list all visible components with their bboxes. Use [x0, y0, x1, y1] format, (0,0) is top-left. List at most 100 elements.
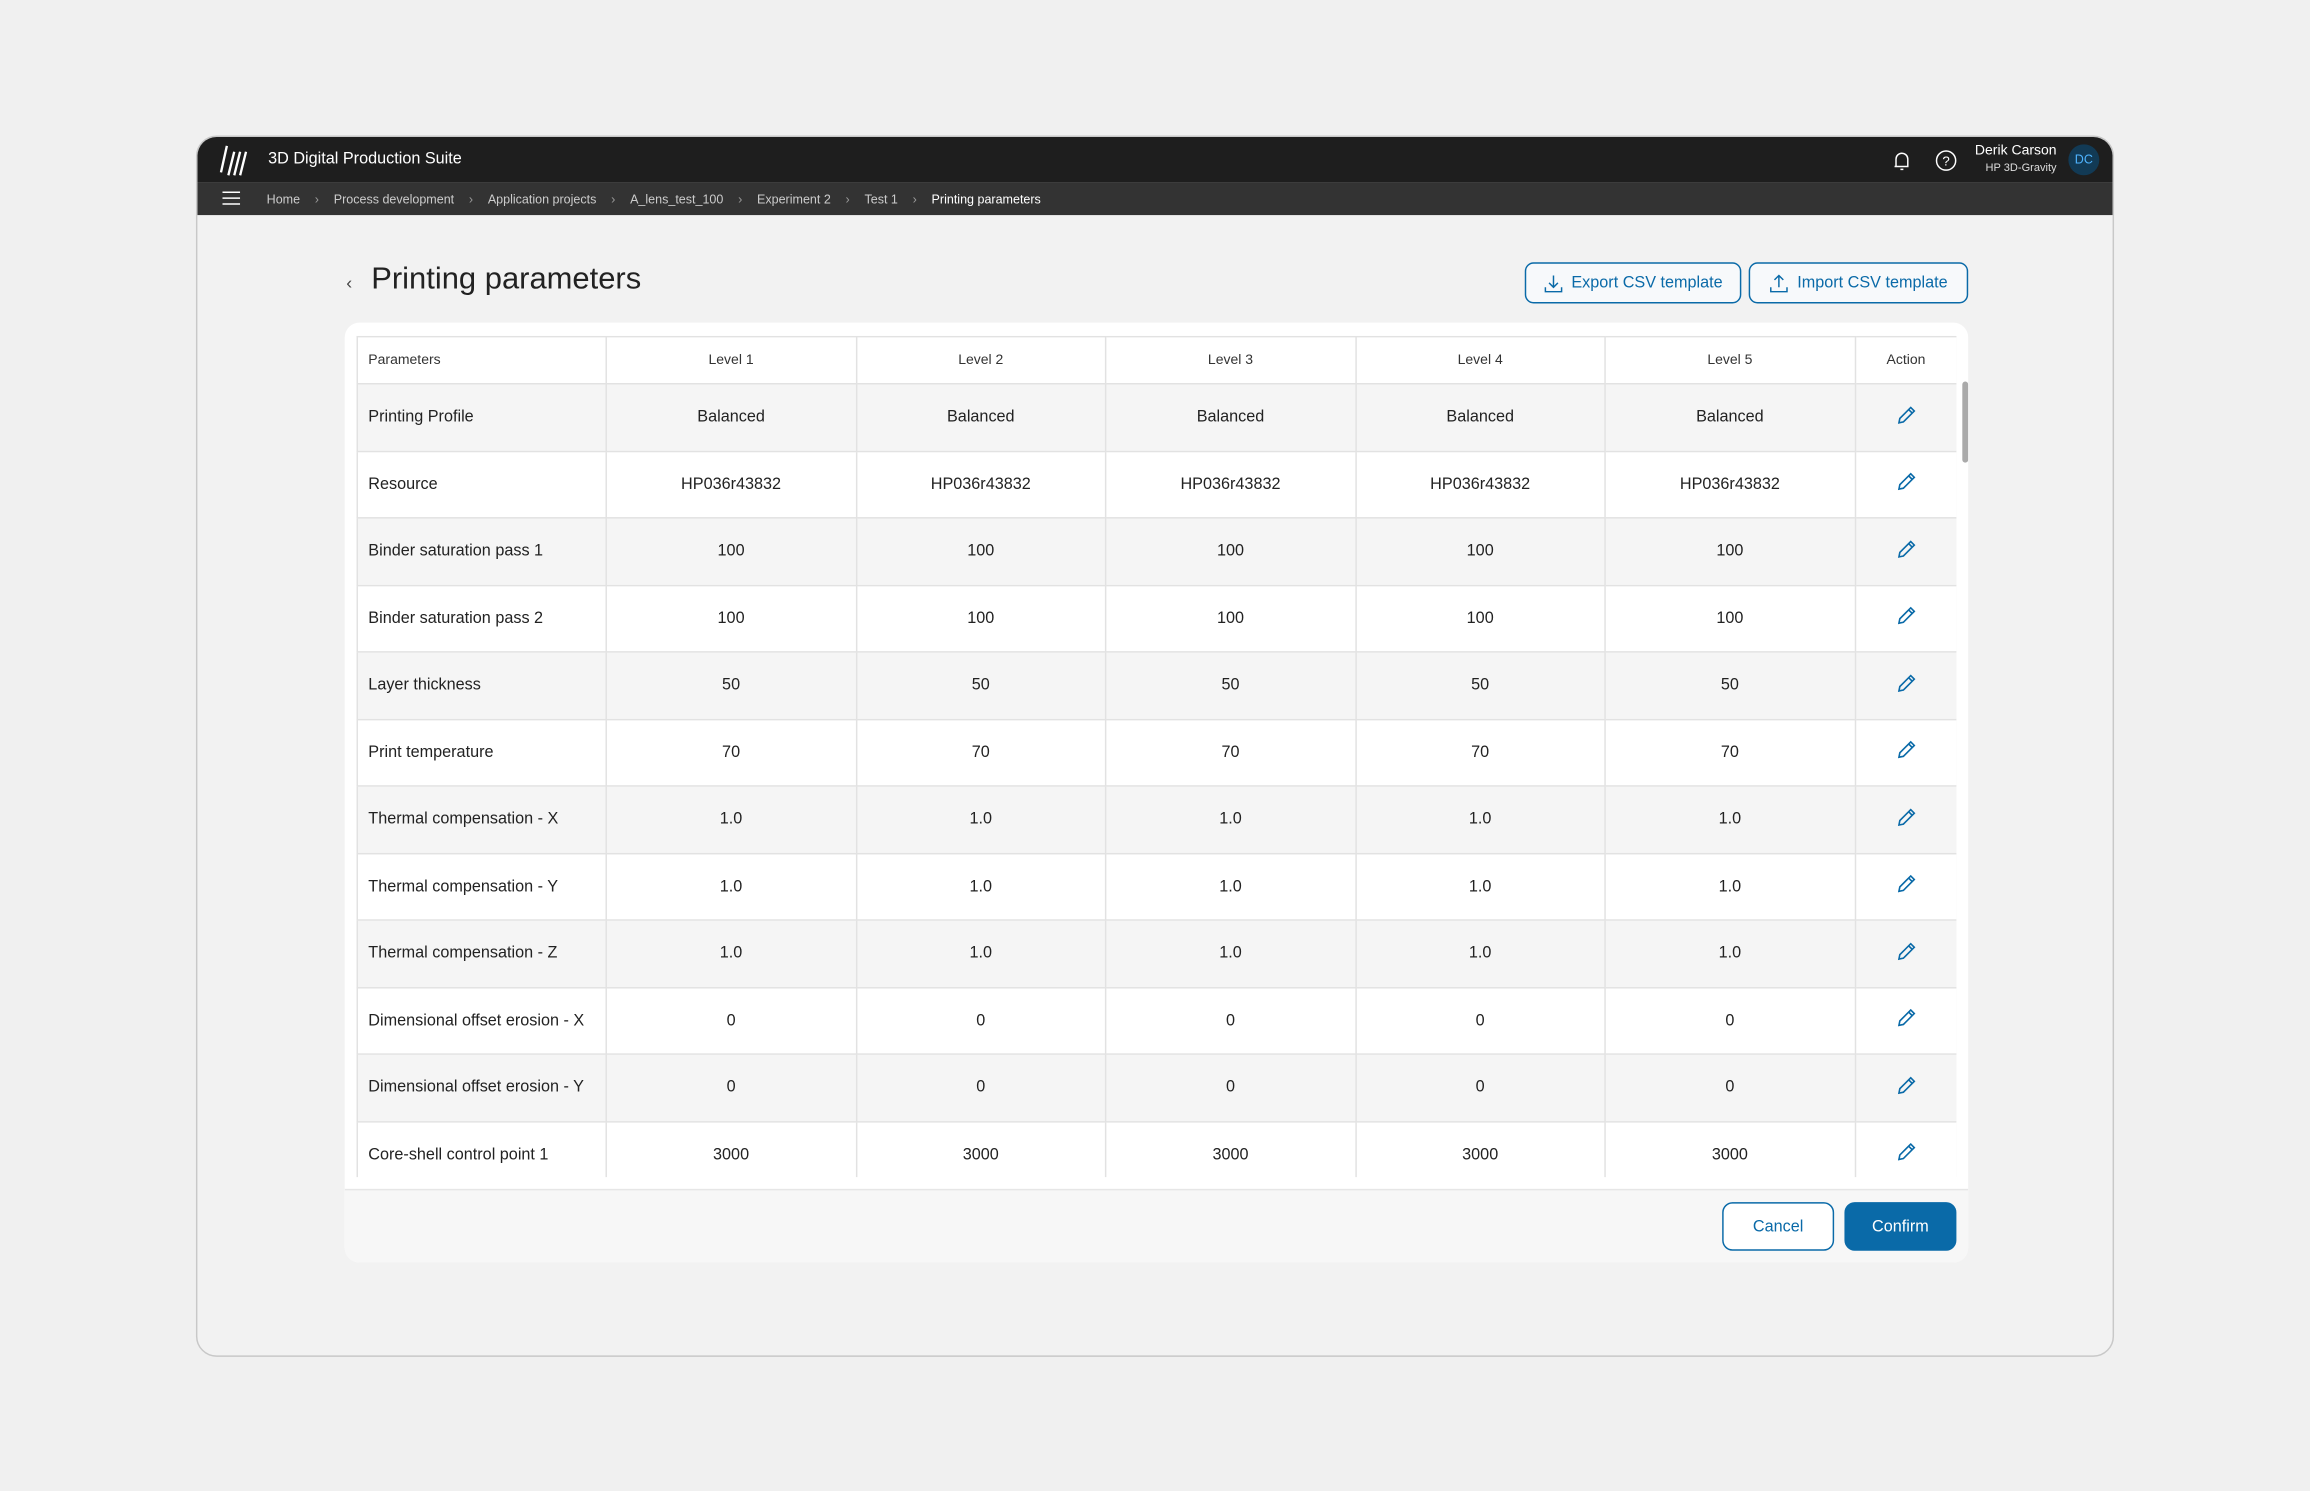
export-button[interactable]: Export CSV template [1524, 262, 1742, 304]
column-header: Level 4 [1354, 335, 1606, 385]
edit-button[interactable] [1896, 1143, 1917, 1167]
edit-button[interactable] [1896, 473, 1917, 497]
table-row: Thermal compensation - X 1.0 1.0 1.0 1.0 1.0 [356, 785, 1957, 854]
table-row: Thermal compensation - Y 1.0 1.0 1.0 1.0 1.0 [356, 852, 1957, 921]
breadcrumb-separator: › [845, 191, 850, 207]
breadcrumb[interactable]: Process development [333, 191, 455, 207]
table-body: Printing Profile Balanced Balanced Balanced… [356, 383, 1957, 1178]
breadcrumb-bar: Home › Process development › Application pro… [197, 182, 2113, 216]
cell-value: Balanced [855, 383, 1107, 452]
action-cell [1854, 718, 1957, 787]
table-row: Core-shell control point 1 3000 3000 3000 30… [356, 1120, 1957, 1178]
cell-value: 100 [855, 584, 1107, 653]
cell-value: 3000 [1104, 1120, 1357, 1178]
cell-value: HP036r43832 [855, 450, 1107, 519]
action-cell [1854, 919, 1957, 988]
cell-value: 100 [1104, 584, 1357, 653]
cell-value: HP036r43832 [1604, 450, 1856, 519]
confirm-button[interactable]: Confirm [1844, 1202, 1957, 1251]
cell-value: 1.0 [605, 852, 857, 921]
scrollbar[interactable] [1962, 381, 1969, 463]
edit-button[interactable] [1896, 674, 1917, 698]
avatar[interactable]: DC [2068, 144, 2100, 176]
cancel-button[interactable]: Cancel [1722, 1202, 1835, 1251]
breadcrumb[interactable]: Experiment 2 [757, 191, 831, 207]
user-org: HP 3D-Gravity [1985, 160, 2057, 174]
edit-button[interactable] [1896, 1009, 1917, 1033]
user-info[interactable]: Derik Carson HP 3D-Gravity [1971, 143, 2057, 174]
cell-value: 100 [855, 517, 1107, 586]
breadcrumb-separator: › [738, 191, 743, 207]
edit-button[interactable] [1896, 808, 1917, 832]
parameter-name: Print temperature [356, 718, 607, 787]
cell-value: 0 [1604, 1053, 1856, 1122]
edit-button[interactable] [1896, 741, 1917, 765]
edit-button[interactable] [1896, 405, 1917, 430]
cell-value: 1.0 [605, 785, 857, 854]
table-row: Binder saturation pass 2 100 100 100 100 100 [356, 584, 1957, 653]
export-label: Export CSV template [1571, 274, 1723, 292]
column-header: Level 2 [855, 335, 1107, 385]
cell-value: Balanced [1354, 383, 1606, 452]
app-title: 3D Digital Production Suite [268, 150, 462, 168]
parameter-name: Resource [356, 450, 607, 519]
action-cell [1854, 450, 1957, 519]
cell-value: 1.0 [1104, 852, 1357, 921]
cell-value: 0 [605, 986, 857, 1055]
svg-text:?: ? [1942, 154, 1949, 169]
breadcrumb[interactable]: Application projects [487, 191, 597, 207]
cell-value: Balanced [1104, 383, 1357, 452]
cell-value: 0 [1104, 986, 1357, 1055]
cell-value: 50 [605, 651, 857, 720]
action-cell [1854, 651, 1957, 720]
header-icons[interactable]: ? [1889, 147, 1963, 174]
action-cell [1854, 986, 1957, 1055]
cell-value: 0 [605, 1053, 857, 1122]
edit-button[interactable] [1896, 1076, 1917, 1100]
cell-value: 1.0 [1104, 785, 1357, 854]
action-cell [1854, 785, 1957, 854]
cell-value: 3000 [1354, 1120, 1606, 1178]
edit-button[interactable] [1896, 607, 1917, 631]
confirm-label: Confirm [1872, 1217, 1929, 1236]
card-footer: Cancel Confirm [344, 1188, 1969, 1263]
breadcrumb-separator: › [611, 191, 616, 207]
back-button[interactable]: ‹ [346, 272, 353, 294]
cell-value: 0 [855, 986, 1107, 1055]
cell-value: 1.0 [855, 919, 1107, 988]
edit-button[interactable] [1896, 942, 1917, 966]
column-header: Level 5 [1604, 335, 1856, 385]
cell-value: 0 [855, 1053, 1107, 1122]
action-cell [1854, 1053, 1957, 1122]
cell-value: 100 [1104, 517, 1357, 586]
cell-value: 1.0 [1104, 919, 1357, 988]
breadcrumb[interactable]: Test 1 [864, 191, 898, 207]
breadcrumbs: Home › Process development › Application pro… [267, 192, 1041, 207]
cell-value: 100 [605, 584, 857, 653]
import-button[interactable]: Import CSV template [1748, 262, 1969, 304]
edit-button[interactable] [1896, 540, 1917, 564]
menu-icon[interactable] [222, 190, 241, 206]
parameter-name: Binder saturation pass 1 [356, 517, 607, 586]
breadcrumb[interactable]: A_lens_test_100 [630, 191, 724, 207]
cell-value: HP036r43832 [1104, 450, 1357, 519]
cancel-label: Cancel [1752, 1217, 1804, 1236]
breadcrumb-separator: › [314, 191, 319, 207]
breadcrumb[interactable]: Home [266, 191, 301, 207]
parameter-name: Core-shell control point 1 [356, 1120, 607, 1178]
table-scroll: Parameters Level 1 Level 2 Level 3 Level 4 Le… [356, 335, 1957, 1178]
cell-value: 1.0 [855, 852, 1107, 921]
table-row: Thermal compensation - Z 1.0 1.0 1.0 1.0 1.0 [356, 919, 1957, 988]
edit-button[interactable] [1896, 875, 1917, 899]
cell-value: 100 [1604, 584, 1856, 653]
cell-value: 100 [1604, 517, 1856, 586]
table-row: Print temperature 70 70 70 70 70 [356, 718, 1957, 787]
action-cell [1854, 852, 1957, 921]
cell-value: 1.0 [1354, 919, 1606, 988]
breadcrumb[interactable]: Printing parameters [931, 191, 1041, 207]
table-row: Layer thickness 50 50 50 50 50 [356, 651, 1957, 720]
